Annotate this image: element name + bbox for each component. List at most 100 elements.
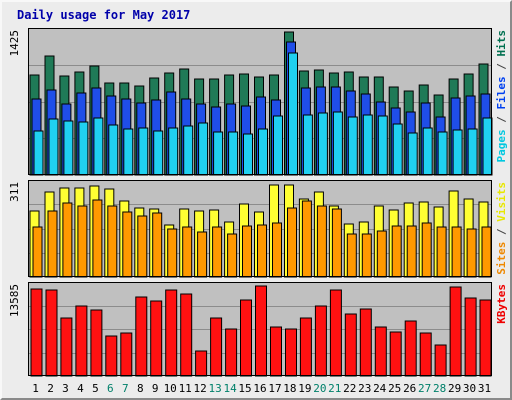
legend-entry: / (495, 110, 508, 130)
bar-kbytes-5 (90, 309, 103, 377)
bar-sites-23 (361, 233, 372, 278)
bar-sites-4 (77, 205, 88, 278)
bar-sites-15 (242, 225, 252, 278)
max-value-label: 311 (8, 182, 21, 202)
bar-pages-24 (377, 115, 388, 176)
bar-pages-17 (273, 115, 283, 176)
day-label-19: 19 (298, 382, 311, 395)
day-label-13: 13 (208, 382, 221, 395)
legend-pages-files-hits: Pages / Files / Hits (495, 30, 508, 163)
bar-sites-18 (287, 207, 297, 278)
bar-kbytes-11 (180, 293, 193, 377)
bar-kbytes-4 (75, 305, 88, 377)
day-label-30: 30 (463, 382, 476, 395)
bar-sites-28 (436, 226, 447, 278)
bar-pages-10 (168, 127, 179, 176)
bar-kbytes-27 (419, 332, 432, 377)
legend-kbytes: KBytes (495, 284, 508, 324)
bar-sites-26 (406, 225, 417, 278)
bar-kbytes-26 (404, 320, 417, 377)
bar-kbytes-15 (240, 299, 252, 377)
bar-kbytes-23 (359, 308, 372, 377)
bar-kbytes-2 (45, 289, 58, 377)
bar-sites-12 (197, 231, 208, 278)
day-label-27: 27 (418, 382, 431, 395)
bar-sites-29 (451, 226, 462, 278)
day-label-6: 6 (107, 382, 114, 395)
day-label-8: 8 (137, 382, 144, 395)
bar-pages-13 (213, 131, 224, 176)
bar-pages-25 (392, 123, 403, 176)
day-label-10: 10 (164, 382, 177, 395)
bar-pages-8 (138, 127, 149, 176)
legend-entry: Pages (495, 129, 508, 162)
day-label-12: 12 (193, 382, 206, 395)
bar-kbytes-24 (374, 326, 387, 377)
bar-pages-28 (437, 131, 448, 176)
bar-sites-20 (316, 205, 327, 278)
legend-entry: / (495, 222, 508, 242)
day-label-20: 20 (313, 382, 326, 395)
bar-pages-2 (48, 118, 59, 176)
bar-pages-16 (258, 128, 268, 176)
bar-pages-18 (288, 52, 298, 176)
day-label-7: 7 (122, 382, 129, 395)
day-label-26: 26 (403, 382, 416, 395)
bar-sites-27 (421, 222, 432, 278)
panel-border (28, 282, 492, 376)
day-label-28: 28 (433, 382, 446, 395)
day-label-23: 23 (358, 382, 371, 395)
bar-sites-7 (122, 211, 133, 278)
bar-sites-16 (257, 224, 267, 278)
bar-sites-17 (272, 222, 282, 278)
legend-entry: KBytes (495, 284, 508, 324)
bar-pages-20 (317, 112, 328, 176)
legend-entry: Sites (495, 242, 508, 275)
legend-entry: Files (495, 76, 508, 109)
bar-pages-12 (198, 122, 209, 176)
bar-sites-2 (47, 210, 58, 278)
bar-kbytes-17 (270, 326, 282, 377)
bar-kbytes-13 (210, 317, 223, 377)
bar-kbytes-12 (195, 350, 208, 377)
bar-kbytes-8 (135, 296, 148, 377)
panel-border (28, 180, 492, 277)
day-label-17: 17 (268, 382, 281, 395)
legend-entry: Hits (495, 30, 508, 57)
bar-pages-3 (63, 120, 74, 176)
bar-kbytes-22 (344, 313, 357, 377)
bar-sites-5 (92, 199, 103, 278)
day-label-31: 31 (478, 382, 491, 395)
day-label-5: 5 (92, 382, 99, 395)
day-label-1: 1 (32, 382, 39, 395)
day-label-15: 15 (238, 382, 251, 395)
bar-pages-9 (153, 130, 164, 176)
bar-sites-1 (32, 226, 43, 278)
bar-pages-23 (362, 114, 373, 176)
bar-sites-11 (182, 226, 193, 278)
max-value-label: 13585 (8, 284, 21, 317)
bar-kbytes-25 (389, 331, 402, 377)
bar-sites-19 (301, 200, 312, 278)
bar-kbytes-6 (105, 335, 118, 377)
bar-kbytes-18 (285, 328, 297, 377)
bar-kbytes-21 (329, 289, 342, 377)
bar-pages-19 (302, 114, 313, 176)
bar-kbytes-7 (120, 332, 133, 377)
bar-sites-8 (137, 215, 148, 278)
day-label-9: 9 (152, 382, 159, 395)
bar-sites-3 (62, 202, 73, 278)
day-label-21: 21 (328, 382, 341, 395)
bar-sites-9 (152, 212, 163, 278)
day-label-11: 11 (179, 382, 192, 395)
bar-sites-6 (107, 205, 118, 278)
bar-pages-31 (482, 117, 493, 176)
bar-kbytes-20 (314, 305, 327, 377)
bar-sites-30 (466, 228, 477, 278)
bar-pages-22 (347, 116, 358, 176)
day-label-25: 25 (388, 382, 401, 395)
day-label-4: 4 (77, 382, 84, 395)
bar-kbytes-14 (225, 328, 238, 377)
bar-pages-27 (422, 127, 433, 176)
